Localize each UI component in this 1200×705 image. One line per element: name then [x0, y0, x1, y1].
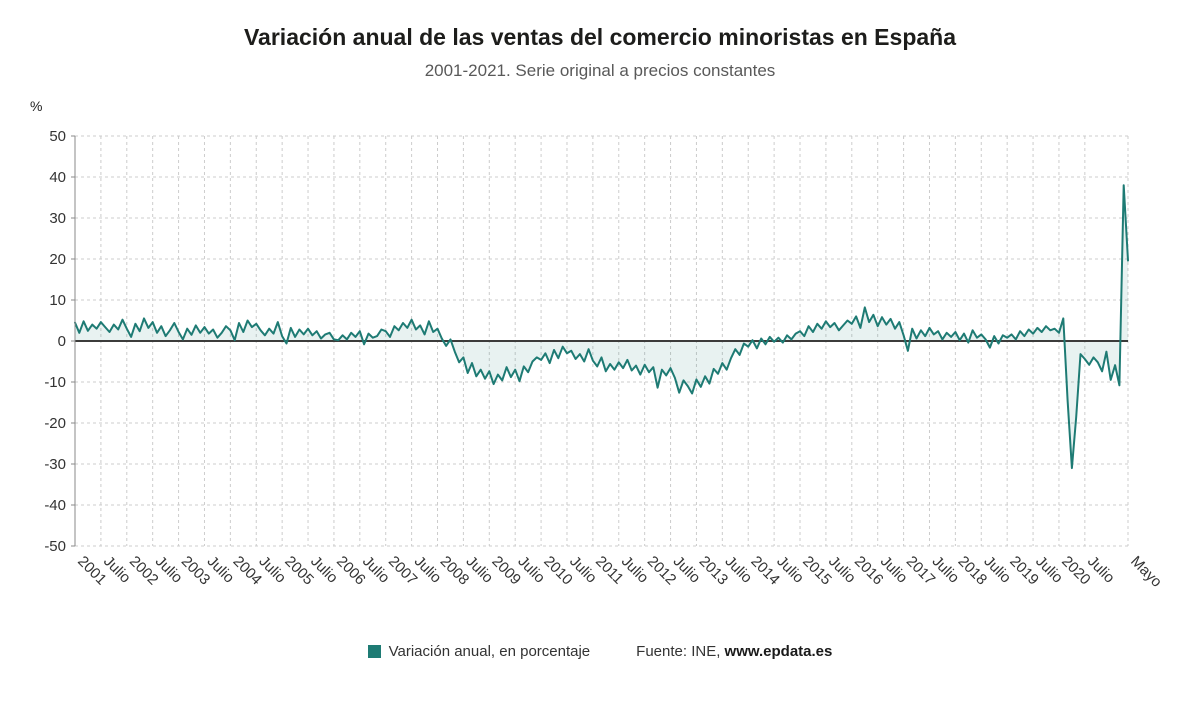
x-tick-label: 2011	[592, 553, 627, 588]
y-axis-unit-label: %	[30, 98, 42, 114]
source-prefix: Fuente: INE,	[636, 643, 721, 660]
x-tick-label: 2001	[74, 553, 110, 589]
x-tick-label: Julio	[411, 553, 445, 587]
x-tick-label: 2003	[178, 553, 214, 589]
x-tick-label: Julio	[980, 553, 1014, 587]
chart-subtitle: 2001-2021. Serie original a precios cons…	[424, 61, 776, 80]
x-tick-label: 2020	[1058, 553, 1094, 589]
y-tick-label: 20	[49, 251, 66, 268]
source-text: Fuente: INE, www.epdata.es	[636, 643, 832, 660]
x-tick-label: 2015	[799, 553, 835, 589]
x-tick-label: Julio	[929, 553, 963, 587]
y-tick-label: 10	[49, 292, 66, 309]
x-tick-label: 2008	[437, 553, 473, 589]
x-tick-label: 2006	[333, 553, 369, 589]
y-tick-label: 40	[49, 169, 66, 186]
x-tick-label: Julio	[1032, 553, 1066, 587]
chart-legend: Variación anual, en porcentaje Fuente: I…	[0, 643, 1200, 660]
x-tick-label: Julio	[670, 553, 704, 587]
x-tick-label: 2009	[488, 553, 524, 589]
chart-title: Variación anual de las ventas del comerc…	[243, 24, 956, 50]
source-link: www.epdata.es	[724, 643, 833, 660]
series-line	[74, 184, 1129, 470]
x-tick-label: Mayo	[1127, 553, 1165, 591]
x-tick-label: Julio	[514, 553, 548, 587]
x-tick-label: Julio	[722, 553, 756, 587]
x-tick-label: 2005	[281, 553, 317, 589]
x-tick-label: Julio	[825, 553, 859, 587]
x-tick-label: Julio	[877, 553, 911, 587]
series-area-fill	[75, 185, 1128, 469]
x-tick-label: 2019	[1006, 553, 1042, 589]
y-tick-label: -30	[44, 456, 66, 473]
legend-swatch	[367, 645, 381, 658]
x-tick-label: 2010	[540, 553, 576, 589]
y-tick-label: -10	[44, 374, 66, 391]
x-tick-label: Julio	[255, 553, 289, 587]
legend-item: Variación anual, en porcentaje	[367, 643, 591, 660]
y-tick-label: 0	[58, 333, 66, 350]
x-tick-label: Julio	[773, 553, 807, 587]
x-tick-label: 2012	[644, 553, 680, 589]
chart-header: Variación anual de las ventas del comerc…	[0, 0, 1200, 81]
x-tick-label: Julio	[566, 553, 600, 587]
x-tick-label: 2018	[955, 553, 991, 589]
y-tick-label: -20	[44, 415, 66, 432]
x-tick-label: Julio	[463, 553, 497, 587]
x-tick-label: 2016	[851, 553, 887, 589]
y-tick-label: -40	[44, 497, 66, 514]
x-tick-label: 2007	[385, 553, 421, 589]
x-tick-label: 2013	[696, 553, 732, 589]
x-tick-label: Julio	[204, 553, 238, 587]
x-tick-label: Julio	[1084, 553, 1118, 587]
x-tick-label: Julio	[152, 553, 186, 587]
x-tick-label: Julio	[307, 553, 341, 587]
x-tick-label: Julio	[618, 553, 652, 587]
x-tick-label: Julio	[359, 553, 393, 587]
line-chart: % 50403020100-10-20-30-40-502001Julio200…	[30, 98, 1165, 591]
y-tick-label: 30	[49, 210, 66, 227]
x-tick-label: 2002	[126, 553, 162, 589]
x-tick-label: 2014	[747, 553, 783, 589]
y-tick-label: -50	[44, 538, 66, 555]
x-tick-label: 2004	[230, 553, 266, 589]
y-tick-label: 50	[49, 128, 66, 145]
x-tick-label: Julio	[100, 553, 134, 587]
legend-series-label: Variación anual, en porcentaje	[388, 643, 591, 660]
x-tick-label: 2017	[903, 553, 939, 589]
